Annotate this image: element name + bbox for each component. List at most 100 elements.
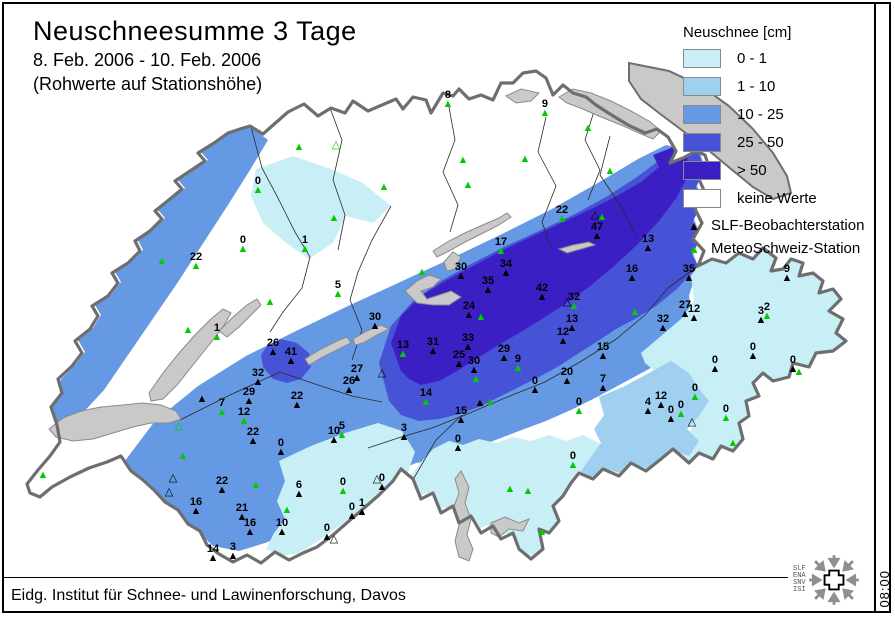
slf-station-icon: ▲ bbox=[244, 525, 256, 538]
station-marker: ▲ bbox=[728, 437, 739, 449]
station-value: 0 bbox=[722, 402, 730, 415]
meteo-station-icon: ▲ bbox=[761, 309, 773, 322]
meteo-station-icon: ▲ bbox=[216, 405, 228, 418]
station-marker: ▲ 34 bbox=[500, 258, 512, 279]
meteo-station-icon: ▲ bbox=[252, 183, 264, 196]
station-marker: ▲ bbox=[629, 305, 641, 318]
meteo-station-icon: ▲ bbox=[328, 211, 340, 224]
legend-class-label: 10 - 25 bbox=[737, 106, 784, 123]
slf-station-icon: ▲ bbox=[285, 354, 297, 367]
slf-station-icon: ▲ bbox=[276, 525, 288, 538]
slf-station-icon: ▲ bbox=[427, 344, 439, 357]
station-value: 12 bbox=[237, 405, 251, 418]
station-marker: ▲ 0 bbox=[747, 341, 759, 362]
station-marker: ▲ 30 bbox=[369, 311, 381, 332]
station-marker: ▲ 12 bbox=[688, 303, 700, 324]
meteo-station-icon: ▲ bbox=[475, 310, 487, 323]
slf-station-icon: ▲ bbox=[642, 241, 654, 254]
meteo-station-icon: △ bbox=[331, 138, 341, 151]
station-value: 1 bbox=[358, 496, 366, 509]
meteo-station-icon: ▲ bbox=[573, 404, 585, 417]
station-value: 14 bbox=[419, 386, 433, 399]
station-value: 32 bbox=[251, 366, 265, 379]
station-marker: ▲ bbox=[178, 450, 189, 462]
legend-classes: 0 - 1 1 - 10 10 - 25 25 - 50 > 50 keine Werte bbox=[683, 49, 873, 208]
slf-station-icon: ▲ bbox=[455, 413, 467, 426]
legend-swatch bbox=[683, 189, 721, 208]
station-marker: ▲ 17 bbox=[495, 236, 507, 257]
footer-institute: Eidg. Institut für Schnee- und Lawinenfo… bbox=[11, 587, 406, 604]
station-value: 21 bbox=[235, 501, 249, 514]
slf-station-icon: ▲ bbox=[679, 307, 691, 320]
station-marker: ▲ 30 bbox=[468, 355, 480, 376]
legend-class-row: 1 - 10 bbox=[683, 77, 873, 96]
slf-station-icon: △ bbox=[164, 485, 174, 498]
station-value: 5 bbox=[338, 419, 346, 432]
station-marker: ▲ 0 bbox=[690, 382, 701, 403]
station-value: 35 bbox=[682, 262, 696, 275]
slf-station-icon: △ bbox=[372, 472, 382, 485]
station-value: 3 bbox=[229, 540, 237, 553]
lake-zug bbox=[443, 251, 462, 272]
meteo-station-icon: ▲ bbox=[442, 97, 454, 110]
station-value: 5 bbox=[334, 278, 342, 291]
slf-station-icon: ▲ bbox=[557, 334, 569, 347]
station-value: 12 bbox=[654, 389, 668, 402]
station-marker: △ bbox=[372, 472, 382, 485]
station-marker: ▲ 30 bbox=[455, 261, 467, 282]
station-marker: ▲ 0 bbox=[573, 396, 585, 417]
slf-station-icon: ▲ bbox=[498, 351, 510, 364]
station-marker: ▲ 0 bbox=[568, 450, 579, 471]
legend-station-row: ▲ SLF-Beobachterstation bbox=[683, 217, 873, 234]
station-value: 27 bbox=[678, 298, 692, 311]
station-value: 17 bbox=[494, 235, 508, 248]
legend-swatch bbox=[683, 49, 721, 68]
meteo-station-icon: ▲ bbox=[675, 407, 687, 420]
station-value: 13 bbox=[396, 338, 410, 351]
station-value: 12 bbox=[687, 302, 701, 315]
slf-station-icon: ▲ bbox=[328, 433, 340, 446]
meteo-station-icon: ▲ bbox=[37, 468, 49, 481]
meteo-station-icon: △ bbox=[174, 419, 184, 432]
meteo-station-icon: ▲ bbox=[504, 482, 516, 495]
station-value: 0 bbox=[277, 436, 285, 449]
station-value: 26 bbox=[342, 374, 356, 387]
station-marker: ▲ 21 bbox=[236, 502, 248, 523]
meteo-station-icon: ▲ bbox=[337, 484, 349, 497]
station-value: 30 bbox=[368, 310, 382, 323]
station-marker: ▲ bbox=[475, 310, 487, 323]
station-marker: ▲ 7 bbox=[598, 373, 609, 394]
station-marker: ▲ bbox=[197, 393, 208, 405]
station-marker: ▲ 3 bbox=[228, 541, 239, 562]
slf-station-icon: ▲ bbox=[566, 321, 578, 334]
station-marker: ▲ bbox=[597, 211, 608, 223]
station-marker: ▲ 32 bbox=[252, 367, 264, 388]
slf-triangle-icon: ▲ bbox=[688, 218, 700, 233]
right-divider bbox=[874, 2, 876, 613]
station-marker: ▲ 7 bbox=[216, 397, 228, 418]
station-marker: ▲ 14 bbox=[207, 543, 219, 564]
station-value: 10 bbox=[275, 516, 289, 529]
station-marker: ▲ 0 bbox=[252, 175, 264, 196]
station-value: 20 bbox=[560, 365, 574, 378]
station-value: 22 bbox=[290, 389, 304, 402]
slf-station-icon: △ bbox=[168, 471, 178, 484]
station-marker: △ bbox=[688, 416, 696, 428]
station-marker: ▲ bbox=[417, 266, 428, 278]
station-marker: ▲ 8 bbox=[442, 89, 454, 110]
slf-station-icon: ▲ bbox=[561, 374, 573, 387]
legend-swatch bbox=[683, 133, 721, 152]
station-marker: ▲ 16 bbox=[190, 496, 202, 517]
station-value: 30 bbox=[467, 354, 481, 367]
slf-station-icon: ▲ bbox=[453, 357, 465, 370]
station-marker: ▲ 2 bbox=[761, 301, 773, 322]
slf-station-icon: ▲ bbox=[747, 349, 759, 362]
station-marker: ▲ 35 bbox=[683, 263, 695, 284]
station-marker: ▲ 10 bbox=[328, 425, 340, 446]
slf-station-icon: ▲ bbox=[655, 398, 667, 411]
meteo-station-icon: ▲ bbox=[629, 305, 641, 318]
slf-snowflake-icon bbox=[808, 555, 859, 605]
station-value: 0 bbox=[348, 500, 356, 513]
station-value: 1 bbox=[301, 233, 309, 246]
station-marker: ▲ 35 bbox=[482, 275, 494, 296]
